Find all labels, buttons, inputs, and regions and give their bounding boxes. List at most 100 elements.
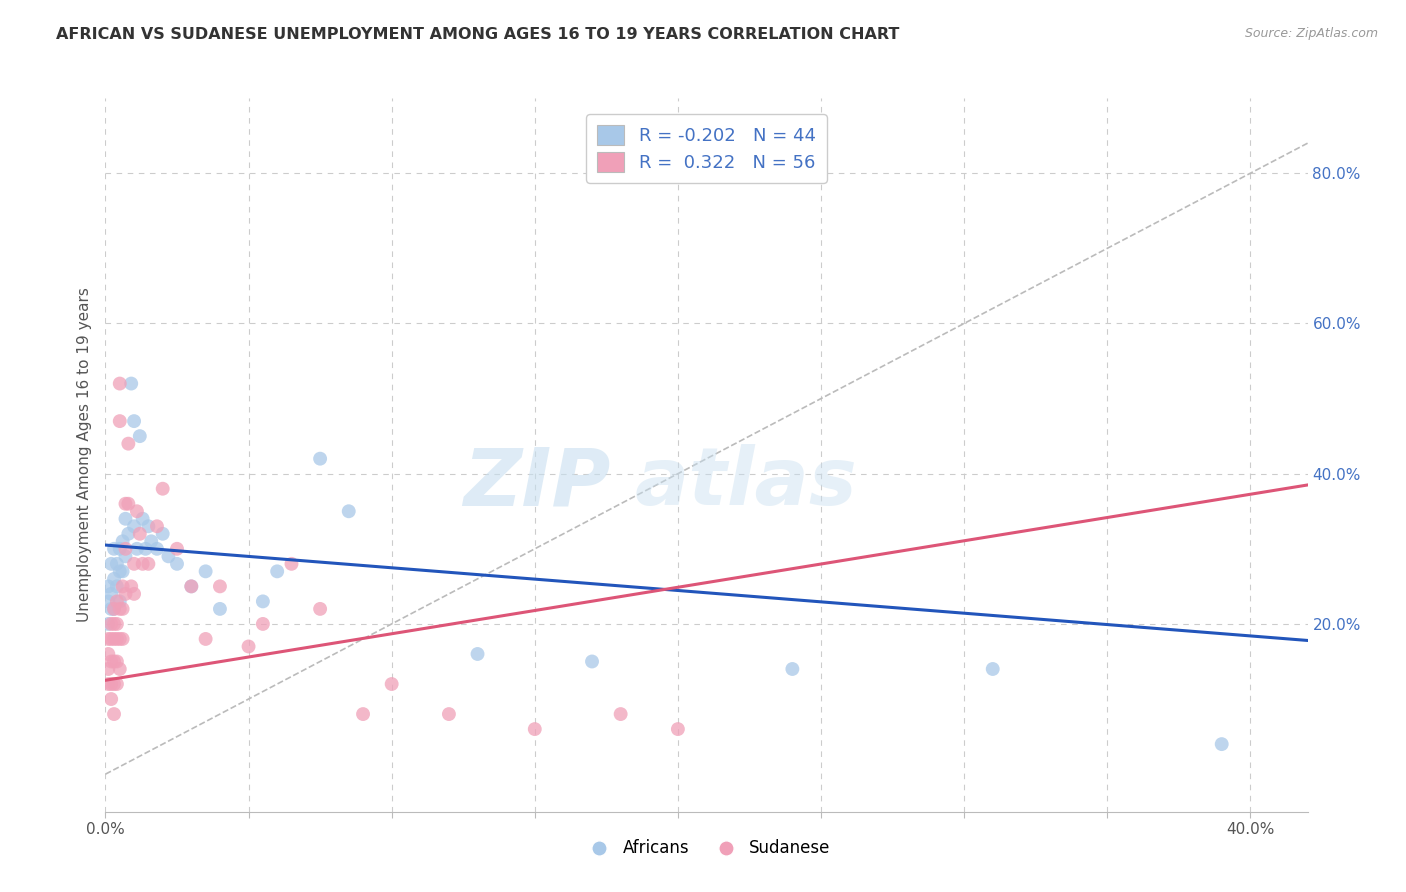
Point — [108, 632, 131, 646]
Point — [157, 549, 180, 564]
Point — [103, 677, 125, 691]
Point — [1211, 737, 1233, 751]
Point — [103, 602, 125, 616]
Point — [141, 534, 163, 549]
Point — [100, 655, 122, 669]
Point — [103, 616, 125, 631]
Point — [105, 632, 128, 646]
Text: Source: ZipAtlas.com: Source: ZipAtlas.com — [1244, 27, 1378, 40]
Point — [309, 602, 332, 616]
Point — [381, 677, 404, 691]
Point — [609, 707, 631, 722]
Point — [180, 579, 202, 593]
Point — [166, 541, 188, 556]
Point — [100, 557, 122, 571]
Point — [122, 587, 145, 601]
Text: atlas: atlas — [634, 444, 858, 523]
Point — [252, 616, 274, 631]
Point — [146, 541, 169, 556]
Point — [208, 602, 231, 616]
Point — [100, 587, 122, 601]
Point — [782, 662, 804, 676]
Point — [111, 565, 134, 579]
Point — [108, 414, 131, 428]
Point — [128, 429, 150, 443]
Point — [122, 557, 145, 571]
Point — [97, 647, 120, 661]
Point — [108, 376, 131, 391]
Point — [309, 451, 332, 466]
Point — [266, 565, 288, 579]
Point — [97, 616, 120, 631]
Point — [100, 602, 122, 616]
Point — [117, 526, 139, 541]
Point — [111, 579, 134, 593]
Point — [208, 579, 231, 593]
Point — [97, 677, 120, 691]
Point — [105, 677, 128, 691]
Point — [105, 594, 128, 608]
Text: AFRICAN VS SUDANESE UNEMPLOYMENT AMONG AGES 16 TO 19 YEARS CORRELATION CHART: AFRICAN VS SUDANESE UNEMPLOYMENT AMONG A… — [56, 27, 900, 42]
Point — [125, 504, 148, 518]
Point — [103, 632, 125, 646]
Point — [280, 557, 302, 571]
Point — [105, 655, 128, 669]
Point — [117, 497, 139, 511]
Text: ZIP: ZIP — [463, 444, 610, 523]
Point — [120, 376, 142, 391]
Point — [122, 414, 145, 428]
Point — [97, 632, 120, 646]
Point — [111, 632, 134, 646]
Point — [194, 565, 217, 579]
Point — [105, 579, 128, 593]
Point — [105, 557, 128, 571]
Point — [114, 497, 136, 511]
Point — [105, 616, 128, 631]
Point — [238, 640, 260, 654]
Point — [666, 722, 689, 736]
Point — [97, 662, 120, 676]
Point — [981, 662, 1004, 676]
Point — [128, 526, 150, 541]
Point — [117, 436, 139, 450]
Point — [467, 647, 489, 661]
Point — [152, 482, 174, 496]
Point — [103, 707, 125, 722]
Point — [352, 707, 374, 722]
Point — [114, 587, 136, 601]
Point — [97, 594, 120, 608]
Point — [122, 519, 145, 533]
Point — [108, 602, 131, 616]
Point — [120, 579, 142, 593]
Y-axis label: Unemployment Among Ages 16 to 19 years: Unemployment Among Ages 16 to 19 years — [76, 287, 91, 623]
Point — [97, 579, 120, 593]
Point — [108, 594, 131, 608]
Point — [337, 504, 360, 518]
Point — [100, 677, 122, 691]
Point — [252, 594, 274, 608]
Point — [103, 541, 125, 556]
Point — [138, 519, 160, 533]
Point — [108, 565, 131, 579]
Point — [146, 519, 169, 533]
Legend: Africans, Sudanese: Africans, Sudanese — [576, 833, 837, 864]
Point — [135, 541, 157, 556]
Point — [103, 655, 125, 669]
Point — [100, 692, 122, 706]
Point — [131, 512, 153, 526]
Point — [100, 616, 122, 631]
Point — [131, 557, 153, 571]
Point — [111, 534, 134, 549]
Point — [437, 707, 460, 722]
Point — [166, 557, 188, 571]
Point — [114, 512, 136, 526]
Point — [180, 579, 202, 593]
Point — [114, 549, 136, 564]
Point — [108, 662, 131, 676]
Point — [103, 602, 125, 616]
Point — [103, 572, 125, 586]
Point — [114, 541, 136, 556]
Point — [523, 722, 546, 736]
Point — [581, 655, 603, 669]
Point — [111, 602, 134, 616]
